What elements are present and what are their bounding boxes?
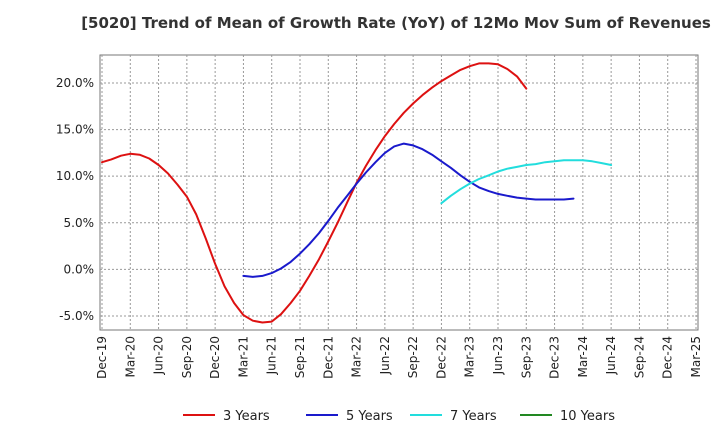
x-tick-label: Mar-22 <box>350 336 364 377</box>
x-gridlines <box>101 55 697 330</box>
x-tick-label: Dec-22 <box>434 336 448 379</box>
legend-label: 3 Years <box>223 409 270 424</box>
y-tick-label: -5.0% <box>59 309 94 323</box>
x-tick-label: Jun-22 <box>378 336 392 375</box>
x-axis: Dec-19 Mar-20 Jun-20 Sep-20 Dec-20 Mar-21 Jun-… <box>95 336 703 379</box>
x-tick-label: Sep-23 <box>519 336 533 378</box>
series-line-5-years <box>242 142 575 278</box>
y-tick-label: 15.0% <box>56 123 94 137</box>
x-tick-label: Dec-20 <box>208 336 222 379</box>
x-tick-label: Jun-21 <box>265 336 279 375</box>
y-axis: -5.0% 0.0% 5.0% 10.0% 15.0% 20.0% <box>56 76 94 323</box>
x-tick-label: Jun-20 <box>152 336 166 375</box>
legend-label: 10 Years <box>560 409 615 424</box>
x-tick-label: Sep-22 <box>406 336 420 378</box>
x-tick-label: Jun-24 <box>604 336 618 375</box>
series-layer <box>101 62 613 324</box>
legend-label: 7 Years <box>450 409 497 424</box>
x-tick-label: Mar-23 <box>463 336 477 377</box>
x-tick-label: Dec-24 <box>661 336 675 379</box>
y-tick-label: 10.0% <box>56 169 94 183</box>
plot-area <box>99 54 699 331</box>
x-tick-label: Mar-21 <box>236 336 250 377</box>
x-tick-label: Sep-24 <box>632 336 646 378</box>
legend-label: 5 Years <box>346 409 393 424</box>
y-tick-label: 5.0% <box>64 216 95 230</box>
x-tick-label: Jun-23 <box>491 336 505 375</box>
x-tick-label: Dec-19 <box>95 336 109 379</box>
chart-title: [5020] Trend of Mean of Growth Rate (YoY… <box>81 14 711 32</box>
legend: 3 Years 5 Years 7 Years 10 Years <box>183 409 615 424</box>
x-tick-label: Mar-24 <box>576 336 590 377</box>
series-line-3-years <box>101 62 528 324</box>
y-tick-label: 20.0% <box>56 76 94 90</box>
x-tick-label: Dec-21 <box>321 336 335 379</box>
x-tick-label: Mar-25 <box>689 336 703 377</box>
x-tick-label: Dec-23 <box>548 336 562 379</box>
y-tick-label: 0.0% <box>64 262 95 276</box>
x-tick-label: Sep-20 <box>180 336 194 378</box>
x-tick-label: Mar-20 <box>123 336 137 377</box>
series-line-7-years <box>440 159 613 205</box>
x-tick-label: Sep-21 <box>293 336 307 378</box>
